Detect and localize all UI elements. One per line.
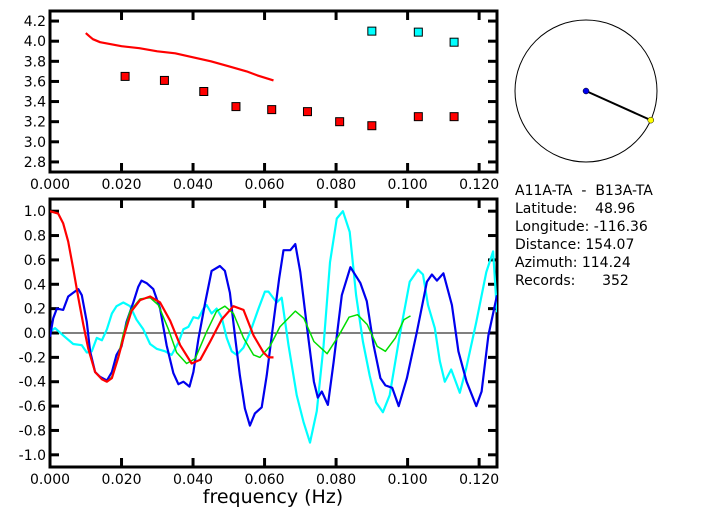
records-readout: Records: 352 <box>515 273 629 289</box>
series-line-2 <box>87 296 411 383</box>
azimuth-line <box>585 90 652 122</box>
y-tick-label: 0.8 <box>24 229 46 245</box>
plot-frame <box>48 9 499 174</box>
y-tick-label: 3.0 <box>24 135 46 151</box>
x-tick-label: 0.020 <box>101 177 141 193</box>
data-marker <box>449 112 459 122</box>
y-tick-label: -0.2 <box>19 350 46 366</box>
data-marker <box>159 75 169 85</box>
dial-circle <box>514 19 658 163</box>
y-tick-label: -0.8 <box>19 423 46 439</box>
y-tick-label: 4.2 <box>24 14 46 30</box>
data-marker <box>231 102 241 112</box>
y-tick-label: -0.6 <box>19 399 46 415</box>
y-tick-label: 3.2 <box>24 115 46 131</box>
bottom-plot: 0.000 0.020 0.040 0.060 0.080 0.100 0.120 -1.0 -… <box>19 197 499 488</box>
y-tick-label: 0.2 <box>24 302 46 318</box>
y-tick-label: 0.4 <box>24 277 46 293</box>
x-axis-label: frequency (Hz) <box>203 486 343 508</box>
series-line-1 <box>50 243 497 427</box>
x-tick-label: 0.060 <box>245 472 285 488</box>
y-tick-label: 3.6 <box>24 74 46 90</box>
data-marker <box>120 71 130 81</box>
y-tick-label: 3.4 <box>24 95 46 111</box>
x-tick-label: 0.000 <box>30 177 70 193</box>
y-tick-label: -0.4 <box>19 375 46 391</box>
data-marker <box>199 87 209 96</box>
y-tick-label: 3.8 <box>24 54 46 70</box>
station-pair: A11A-TA - B13A-TA <box>515 183 653 199</box>
x-tick-label: 0.080 <box>316 472 356 488</box>
x-tick-label: 0.020 <box>101 472 141 488</box>
azimuth-readout: Azimuth: 114.24 <box>515 255 631 271</box>
y-tick-label: -1.0 <box>19 448 46 464</box>
latitude-readout: Latitude: 48.96 <box>515 201 636 217</box>
data-marker <box>413 27 423 37</box>
data-marker <box>267 105 277 115</box>
data-marker <box>367 26 377 36</box>
series-line-0 <box>85 32 274 82</box>
x-tick-label: 0.060 <box>245 177 285 193</box>
y-tick-label: 2.8 <box>24 155 46 171</box>
data-marker <box>302 107 312 117</box>
center-dot <box>582 87 590 95</box>
x-tick-label: 0.120 <box>459 472 499 488</box>
data-marker <box>367 121 377 131</box>
x-tick-label: 0.000 <box>30 472 70 488</box>
x-tick-label: 0.040 <box>173 177 213 193</box>
top-plot: 0.000 0.020 0.040 0.060 0.080 0.100 0.120 2.8 3.… <box>24 9 499 193</box>
series-line-0 <box>50 210 497 444</box>
x-tick-label: 0.120 <box>459 177 499 193</box>
distance-readout: Distance: 154.07 <box>515 237 635 253</box>
longitude-readout: Longitude: -116.36 <box>515 219 648 235</box>
x-tick-label: 0.100 <box>388 472 428 488</box>
y-tick-label: 0.0 <box>24 326 46 342</box>
x-tick-label: 0.100 <box>388 177 428 193</box>
y-tick-label: 4.0 <box>24 34 46 50</box>
x-tick-label: 0.080 <box>316 177 356 193</box>
azimuth-end-dot <box>647 116 654 124</box>
data-marker <box>449 37 459 47</box>
y-tick-label: 0.6 <box>24 253 46 269</box>
x-tick-label: 0.040 <box>173 472 213 488</box>
azimuth-dial <box>514 19 658 163</box>
data-marker <box>335 117 345 127</box>
data-marker <box>413 112 423 122</box>
y-tick-label: 1.0 <box>24 204 46 220</box>
series-line-3 <box>50 210 274 383</box>
